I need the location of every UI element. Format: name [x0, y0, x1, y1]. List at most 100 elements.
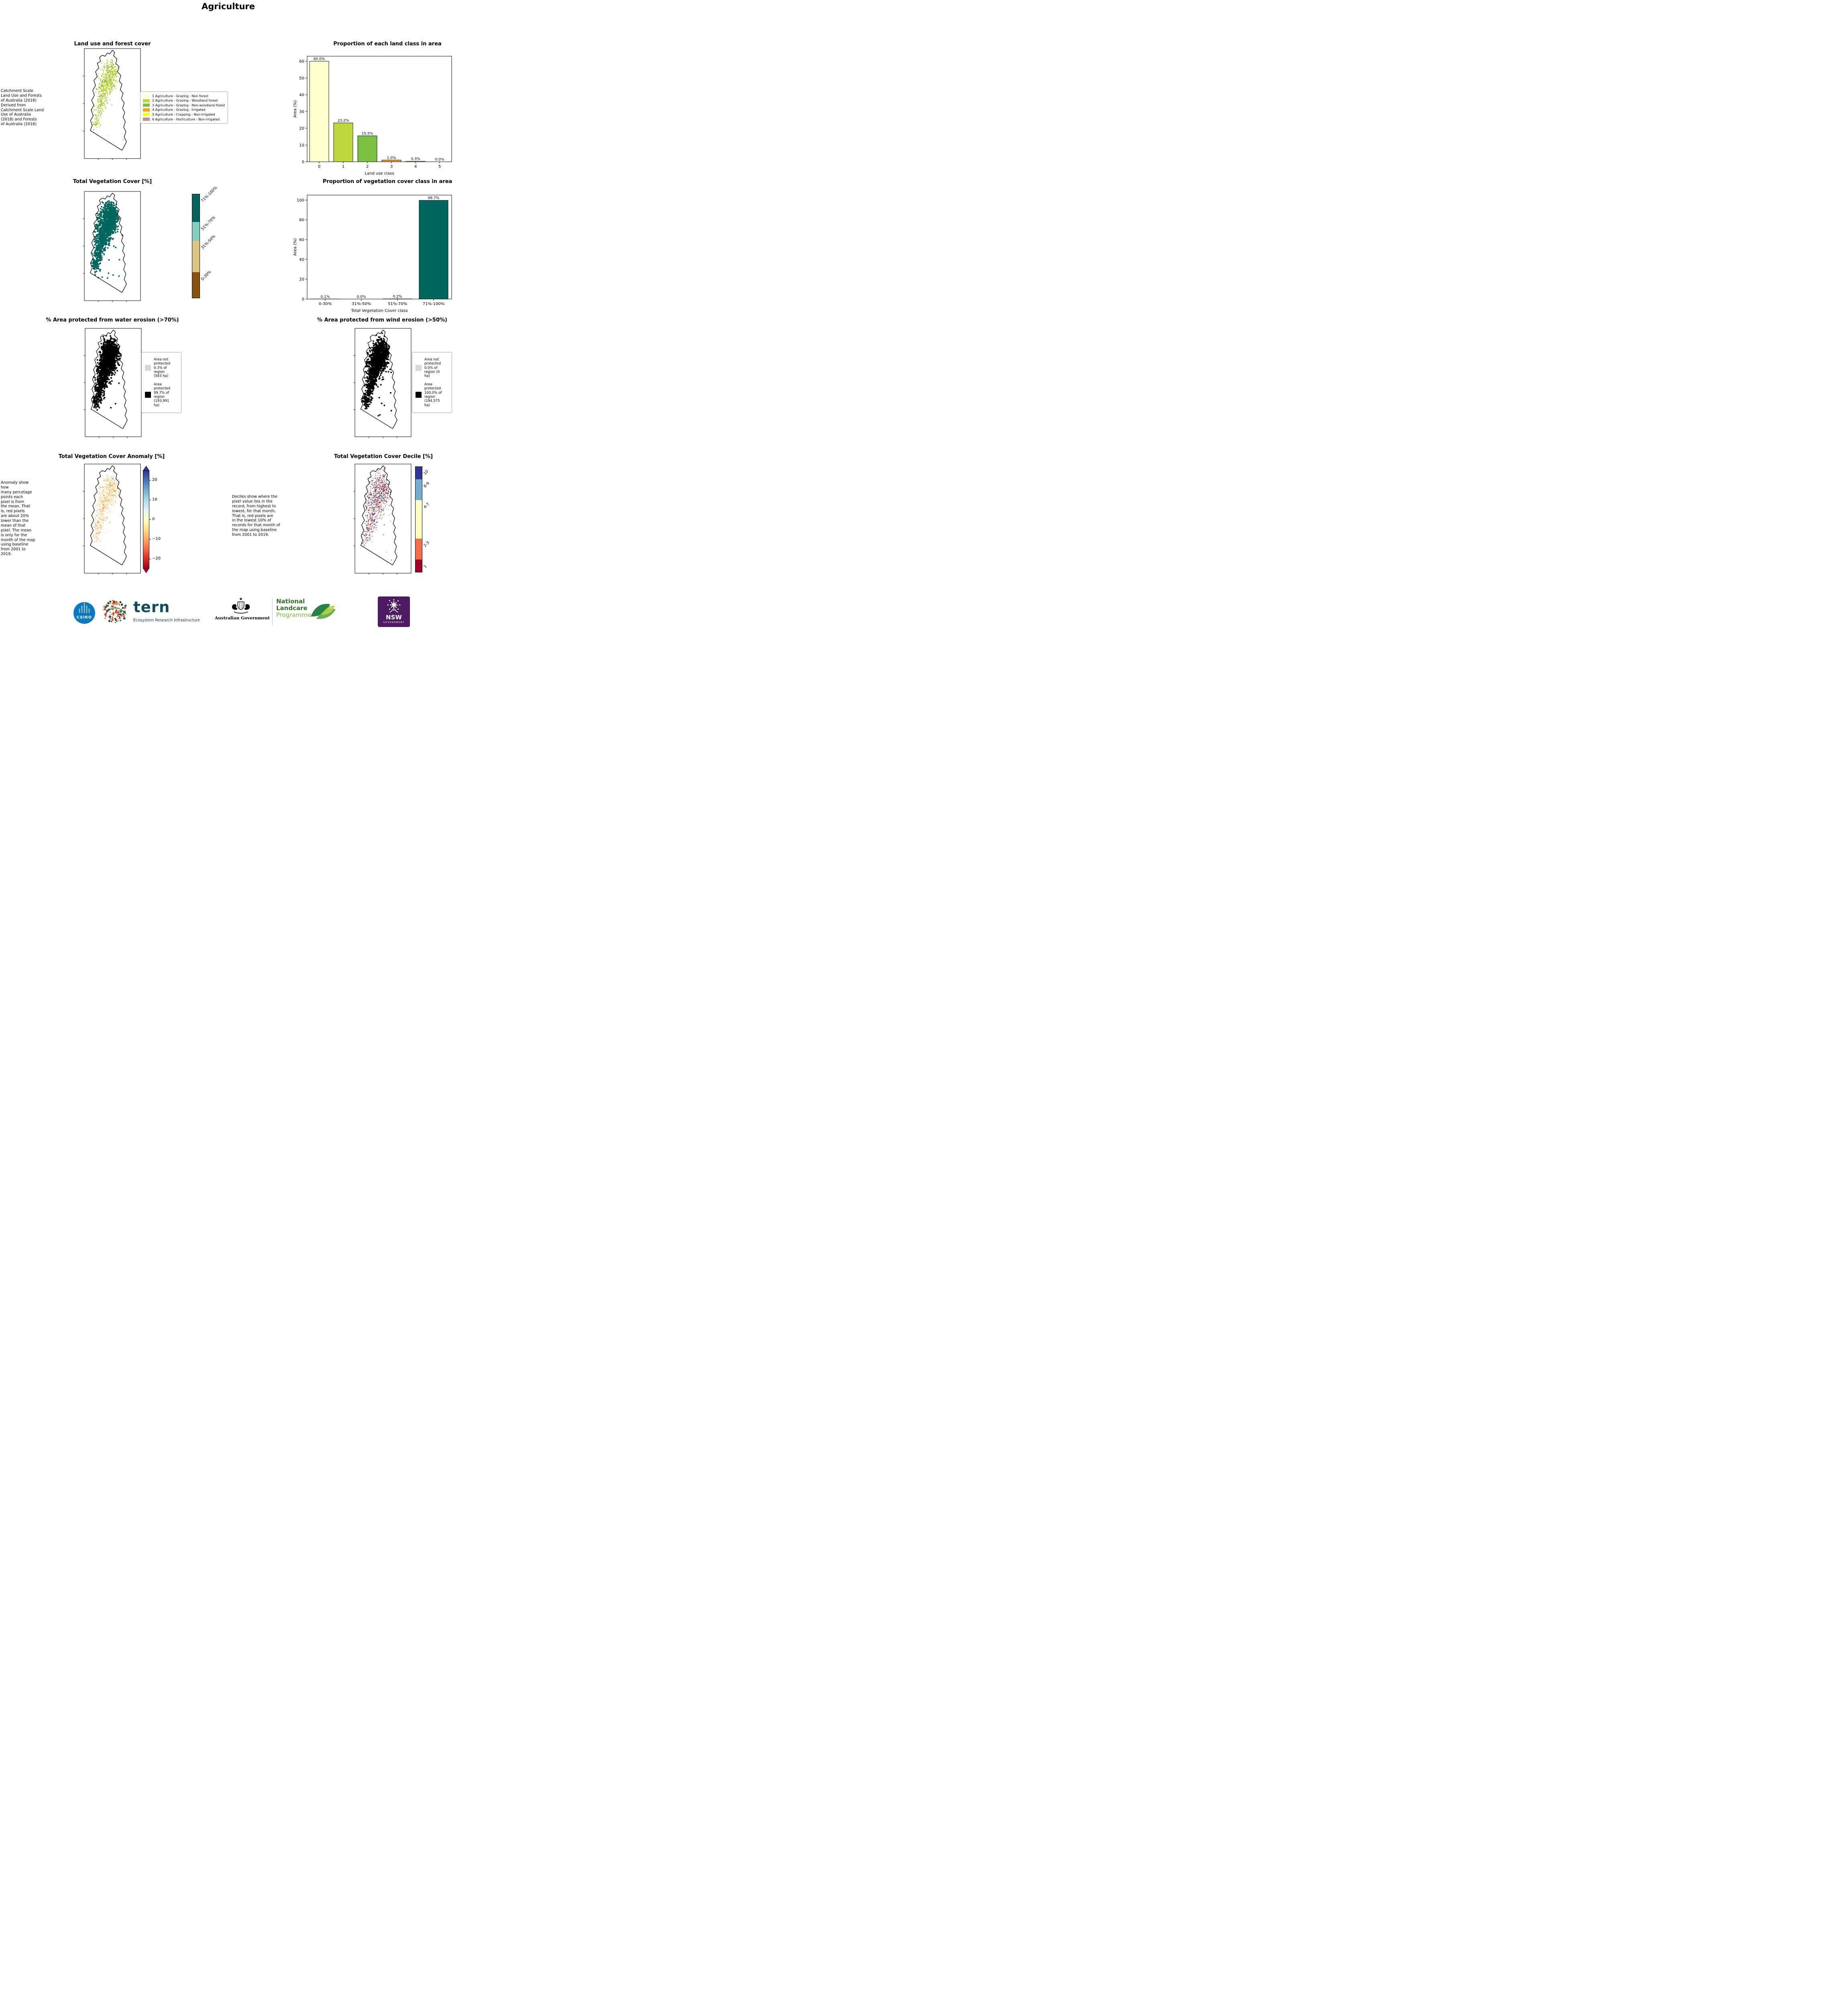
nsw-government-logo: NSW GOVERNMENT — [378, 596, 410, 627]
landcare-line1: National — [276, 598, 305, 605]
legend-swatch — [143, 108, 150, 112]
map-pixels — [92, 59, 124, 140]
legend-label: 4 Agriculture - Grazing - Irrigated — [152, 108, 206, 112]
wind-erosion-map — [355, 328, 411, 437]
star-icon: ★ — [239, 597, 242, 602]
water-erosion-map — [85, 328, 141, 437]
svg-text:0: 0 — [302, 297, 304, 302]
x-tick-label: 71%-100% — [423, 302, 444, 306]
x-tick-label: 1 — [342, 165, 344, 169]
legend-label: 1 Agriculture - Grazing - Non forest — [152, 94, 209, 98]
legend-swatch — [143, 94, 150, 98]
landcare-line3: Programme — [276, 611, 312, 619]
bar-value-label: 23.2% — [338, 119, 349, 123]
bar-value-label: 0.1% — [321, 295, 330, 299]
map-pixels — [92, 335, 122, 411]
colorbar-segment — [415, 560, 422, 572]
svg-text:40: 40 — [299, 258, 304, 262]
legend-item: 5 Agriculture - Cropping - Non-irrigated — [143, 113, 225, 116]
bars: 60.0% 23.2% 15.5% 1.0% 0.3% 0.0% — [309, 57, 444, 162]
y-axis-label: Area (%) — [293, 238, 297, 256]
catchment-outline — [90, 466, 126, 565]
shield-icon — [237, 601, 244, 610]
colorbar-segment — [192, 194, 200, 222]
decile-map-title: Total Vegetation Cover Decile [%] — [334, 454, 433, 460]
tern-logo: tern Ecosystem Research Infrastructure — [133, 600, 210, 623]
wind-erosion-legend: Area not protected 0.0% of region (0 ha)… — [412, 352, 452, 413]
nsw-label: NSW — [386, 614, 402, 621]
map-frame — [355, 464, 411, 573]
tern-tagline: Ecosystem Research Infrastructure — [133, 618, 200, 623]
svg-text:10: 10 — [299, 143, 304, 148]
anomaly-map-title: Total Vegetation Cover Anomaly [%] — [58, 454, 165, 460]
bar-value-label: 1.0% — [387, 156, 396, 160]
bar — [405, 161, 426, 162]
csiro-logo: CSIRO — [73, 601, 96, 625]
landcare-line2: Landcare — [276, 604, 308, 612]
svg-text:60: 60 — [299, 59, 304, 64]
legend-swatch — [416, 365, 422, 371]
national-landcare-logo: National Landcare Programme — [276, 598, 311, 618]
legend-swatch — [145, 365, 151, 371]
veg-cover-bar-chart: 0 20 40 60 80 100 0-30% 31%-50% 51%-70% 71%-100% T… — [292, 189, 454, 314]
land-class-chart-title: Proportion of each land class in area — [333, 41, 442, 47]
veg-cover-map-title: Total Vegetation Cover [%] — [73, 179, 152, 185]
legend-item: Area not protected 0.3% of region (583 h… — [145, 358, 178, 379]
legend-swatch — [143, 118, 150, 121]
legend-item: 4 Agriculture - Grazing - Irrigated — [143, 108, 225, 112]
colorbar-tick-label: 0 — [152, 517, 155, 521]
bar-value-label: 15.5% — [362, 132, 373, 136]
australian-government-logo: ★ Australian Government — [215, 596, 270, 621]
colorbar-label: 8-9 — [423, 481, 430, 489]
x-tick-label: 31%-50% — [352, 302, 371, 306]
svg-text:60: 60 — [299, 238, 304, 242]
x-axis-label: Total Vegetation Cover class — [351, 309, 408, 313]
coat-of-arms-icon: ★ — [232, 597, 250, 614]
veg-cover-colorbar: 71%-100% 51%-70% 31%-50% 0-30% — [192, 185, 218, 298]
bar-value-label: 0.3% — [411, 157, 420, 161]
svg-text:20: 20 — [299, 126, 304, 131]
colorbar-segment — [415, 500, 422, 539]
colorbar-arrow-up — [143, 466, 149, 470]
colorbar-segment — [192, 272, 200, 298]
svg-text:30: 30 — [299, 110, 304, 114]
colorbar-label: 4-7 — [423, 502, 430, 510]
anomaly-colorbar: 20 10 0 −10 −20 — [143, 466, 161, 573]
colorbar-arrow-down — [143, 568, 149, 573]
legend-label: Area protected 99.7% of region (193,991 … — [154, 382, 171, 407]
x-tick-label: 4 — [414, 165, 417, 169]
footer-divider — [272, 598, 273, 625]
bar-value-label: 99.7% — [428, 196, 440, 200]
aboriginal-dot-art — [100, 598, 130, 626]
veg-cover-chart-title: Proportion of vegetation cover class in … — [322, 179, 452, 185]
colorbar-tick-label: −20 — [152, 556, 161, 561]
y-axis-label: Area (%) — [293, 100, 297, 118]
map-pixels — [91, 470, 123, 562]
legend-label: 6 Agriculture - Horticulture - Non-irrig… — [152, 117, 220, 121]
legend-label: Area not protected 0.3% of region (583 h… — [154, 358, 171, 379]
map-pixels — [361, 466, 395, 561]
bar-value-label: 60.0% — [314, 57, 325, 61]
catchment-outline — [90, 50, 126, 150]
colorbar-label: 51%-70% — [200, 215, 217, 232]
anomaly-map — [84, 464, 141, 573]
legend-item: 3 Agriculture - Grazing - Non-woodland f… — [143, 104, 225, 107]
svg-text:40: 40 — [299, 93, 304, 98]
x-tick-label: 0 — [318, 165, 320, 169]
emu-icon — [244, 604, 250, 610]
colorbar-label: 31%-50% — [200, 234, 217, 250]
bar — [333, 122, 353, 162]
decile-map — [355, 464, 411, 573]
legend-item: Area protected 99.7% of region (193,991 … — [145, 383, 178, 407]
legend-item: Area not protected 0.0% of region (0 ha) — [416, 358, 448, 379]
bar — [357, 135, 377, 162]
bar-value-label: 0.0% — [357, 295, 366, 299]
catchment-outline — [361, 330, 397, 429]
land-class-bar-chart: 0 10 20 30 40 50 60 0 1 2 3 4 5 Land use class Area (%… — [292, 51, 454, 177]
x-tick-label: 3 — [390, 165, 393, 169]
x-tick-label: 2 — [366, 165, 369, 169]
land-use-source-note: Catchment Scale Land Use and Forests of … — [1, 89, 44, 127]
colorbar-label: 0-30% — [200, 269, 212, 282]
colorbar-segment — [192, 241, 200, 272]
colorbar-label: 10 — [423, 469, 430, 476]
